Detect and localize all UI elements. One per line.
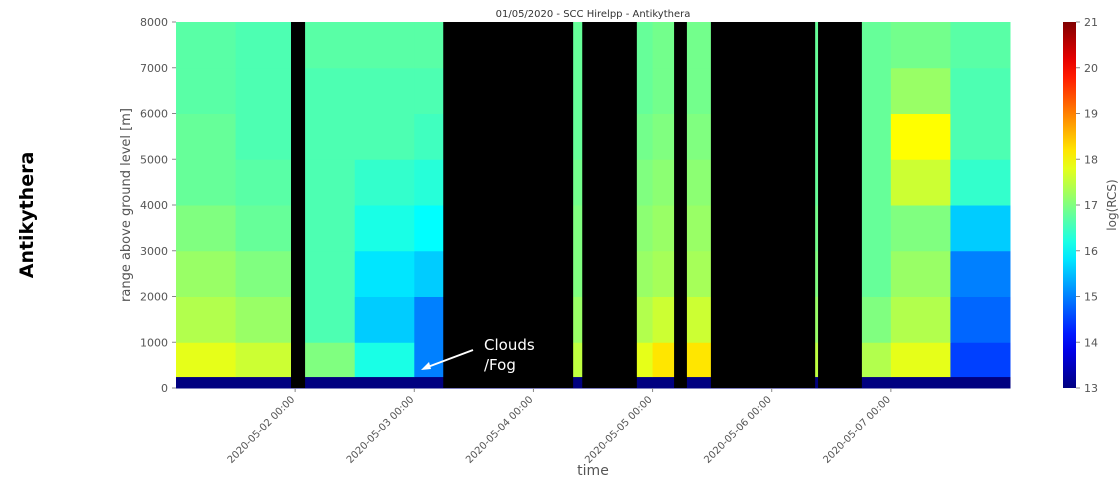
colorbar-tick-label: 19	[1084, 108, 1098, 121]
colorbar-tick-label: 20	[1084, 62, 1098, 75]
heat-cell	[950, 22, 1011, 69]
heat-cell	[950, 113, 1011, 160]
station-label: Antikythera	[16, 152, 38, 279]
heat-cell	[235, 376, 296, 389]
heat-cell	[354, 205, 415, 252]
heat-cell	[354, 250, 415, 297]
data-gap	[710, 22, 816, 388]
heat-cell	[295, 376, 356, 389]
colorbar-tick-label: 18	[1084, 153, 1098, 166]
annotation-text: /Fog	[484, 356, 516, 374]
colorbar-tick-label: 16	[1084, 245, 1098, 258]
x-tick-label: 2020-05-06 00:00	[702, 394, 774, 466]
colorbar-tick-label: 17	[1084, 199, 1098, 212]
y-axis-label: range above ground level [m]	[119, 108, 134, 302]
colorbar-tick-label: 15	[1084, 291, 1098, 304]
y-tick-label: 4000	[140, 199, 168, 212]
data-gap	[674, 22, 687, 388]
heat-cell	[890, 159, 951, 206]
annotation-text: Clouds	[484, 336, 535, 354]
heat-cell	[235, 296, 296, 343]
heat-cell	[176, 376, 237, 389]
heat-cell	[950, 159, 1011, 206]
y-tick-label: 5000	[140, 153, 168, 166]
colorbar-tick-label: 14	[1084, 336, 1098, 349]
heat-cell	[890, 342, 951, 378]
heat-cell	[354, 376, 415, 389]
heat-cell	[354, 22, 415, 69]
heat-cell	[176, 250, 237, 297]
heat-cell	[354, 342, 415, 378]
x-tick-label: 2020-05-04 00:00	[464, 394, 536, 466]
heat-cell	[176, 296, 237, 343]
heat-cell	[235, 250, 296, 297]
heat-cell	[235, 159, 296, 206]
heat-cell	[890, 376, 951, 389]
x-tick-label: 2020-05-05 00:00	[583, 394, 655, 466]
chart-title: 01/05/2020 - SCC Hirelpp - Antikythera	[496, 9, 691, 20]
y-tick-label: 7000	[140, 62, 168, 75]
heat-cell	[235, 67, 296, 114]
annotation-arrow	[424, 349, 474, 369]
heat-cell	[176, 22, 237, 69]
x-tick-label: 2020-05-07 00:00	[821, 394, 893, 466]
x-axis-label: time	[577, 463, 609, 479]
data-gap	[291, 22, 306, 388]
heat-cell	[235, 205, 296, 252]
heat-cell	[354, 113, 415, 160]
heat-cell	[295, 250, 356, 297]
y-tick-label: 3000	[140, 245, 168, 258]
colorbar-label: log(RCS)	[1105, 179, 1119, 230]
y-tick-label: 6000	[140, 108, 168, 121]
heat-cell	[354, 159, 415, 206]
heat-cell	[295, 67, 356, 114]
heat-cell	[235, 342, 296, 378]
x-tick-label: 2020-05-03 00:00	[345, 394, 417, 466]
heat-cell	[890, 205, 951, 252]
heat-cell	[295, 342, 356, 378]
heat-cell	[235, 113, 296, 160]
heat-cell	[890, 22, 951, 69]
heat-cell	[295, 22, 356, 69]
heat-cell	[890, 113, 951, 160]
y-tick-label: 0	[161, 382, 168, 395]
heat-cell	[176, 113, 237, 160]
y-tick-label: 8000	[140, 16, 168, 29]
heat-cell	[950, 250, 1011, 297]
heat-cell	[295, 159, 356, 206]
heat-cell	[235, 22, 296, 69]
heat-cell	[950, 342, 1011, 378]
annotation-arrowhead	[421, 362, 431, 370]
heat-cell	[950, 205, 1011, 252]
heat-cell	[890, 296, 951, 343]
heat-cell	[950, 296, 1011, 343]
heat-cell	[176, 159, 237, 206]
colorbar-tick-label: 13	[1084, 382, 1098, 395]
x-tick-label: 2020-05-02 00:00	[226, 394, 298, 466]
data-gap	[818, 22, 862, 388]
heat-cell	[176, 342, 237, 378]
heat-cell	[354, 67, 415, 114]
heat-cell	[176, 205, 237, 252]
y-tick-label: 2000	[140, 291, 168, 304]
heat-cell	[295, 296, 356, 343]
heat-cell	[890, 67, 951, 114]
heat-cell	[176, 67, 237, 114]
heat-cell	[295, 205, 356, 252]
colorbar-tick-label: 21	[1084, 16, 1098, 29]
data-gap	[443, 22, 574, 388]
heat-cell	[354, 296, 415, 343]
heat-cell	[890, 250, 951, 297]
heat-cell	[295, 113, 356, 160]
y-tick-label: 1000	[140, 336, 168, 349]
heat-cell	[950, 67, 1011, 114]
data-gap	[582, 22, 637, 388]
colorbar	[1063, 22, 1076, 388]
heat-cell	[950, 376, 1011, 389]
